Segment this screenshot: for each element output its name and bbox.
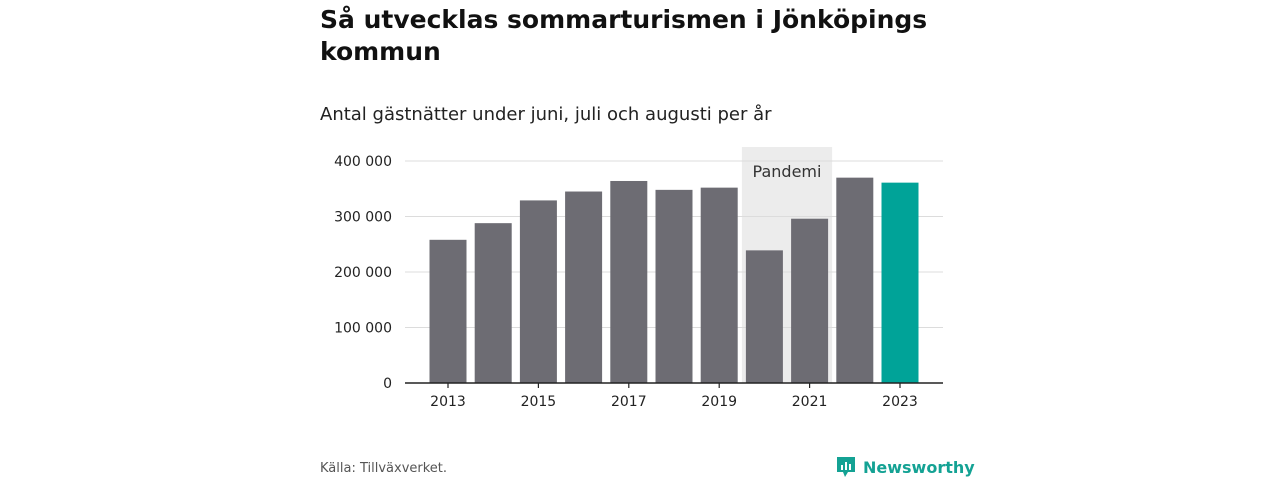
x-tick-label: 2021 <box>792 394 828 410</box>
chart-subtitle: Antal gästnätter under juni, juli och au… <box>320 104 772 125</box>
y-tick-label: 200 000 <box>334 265 392 281</box>
bar-2013 <box>429 239 467 383</box>
x-tick-label: 2019 <box>701 394 737 410</box>
y-tick-label: 0 <box>383 376 392 392</box>
newsworthy-logo-icon <box>837 457 855 477</box>
y-tick-label: 300 000 <box>334 210 392 226</box>
annotation-label: Pandemi <box>753 162 822 181</box>
x-tick-label: 2023 <box>882 394 918 410</box>
bar-2022 <box>836 177 874 383</box>
y-tick-label: 100 000 <box>334 321 392 337</box>
brand-logo: Newsworthy <box>835 456 975 478</box>
bar-2015 <box>519 200 557 383</box>
bar-2014 <box>474 223 512 383</box>
source-note: Källa: Tillväxverket. <box>320 461 448 476</box>
bar-2021 <box>791 218 829 383</box>
bar-2020 <box>745 250 783 383</box>
bar-2019 <box>700 187 738 383</box>
bar-2018 <box>655 189 693 383</box>
bar-2017 <box>610 180 648 383</box>
y-tick-label: 400 000 <box>334 154 392 170</box>
bar-2023 <box>881 182 919 383</box>
chart-title: Så utvecklas sommarturismen i Jönköpings… <box>320 5 928 66</box>
x-tick-label: 2017 <box>611 394 647 410</box>
x-tick-label: 2013 <box>430 394 466 410</box>
x-tick-label: 2015 <box>521 394 557 410</box>
bar-2016 <box>565 191 603 383</box>
brand-name: Newsworthy <box>863 457 975 477</box>
